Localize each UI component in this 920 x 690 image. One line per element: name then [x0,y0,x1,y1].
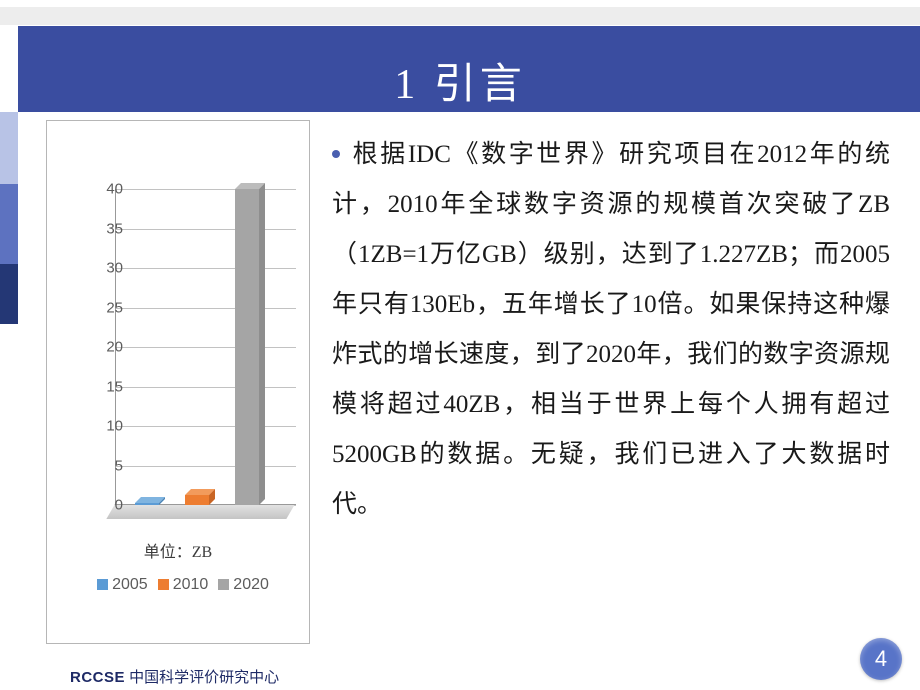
footer-logo-text: RCCSE [70,669,125,686]
bar-2020 [235,189,259,505]
legend-label: 2010 [173,576,209,593]
chart-legend: 2005 2010 2020 [47,576,309,594]
top-strip [0,7,920,25]
bar-2005 [135,503,159,505]
chart-plot [115,189,295,519]
ytick-label: 0 [99,497,123,514]
ytick-label: 35 [99,220,123,237]
slide: { "title": "1 引言", "chart": { "type": "b… [0,0,920,690]
ytick-label: 30 [99,260,123,277]
body-text: 根据IDC《数字世界》研究项目在2012年的统计，2010年全球数字资源的规模首… [332,141,890,518]
chart-unit-label: 单位：ZB [47,538,309,562]
ytick-label: 15 [99,378,123,395]
chart-bars [115,189,295,505]
bar-2010 [185,495,209,505]
legend-swatch [97,579,108,590]
page-number-badge: 4 [860,638,902,680]
bullet-icon [332,150,340,158]
chart-floor [106,504,295,519]
ytick-label: 5 [99,457,123,474]
ytick-label: 10 [99,418,123,435]
legend-swatch [158,579,169,590]
chart-container: 0 5 10 15 20 25 30 35 40 单位：ZB 2005 2010 2020 [46,120,310,644]
ytick-label: 40 [99,181,123,198]
legend-label: 2005 [112,576,148,593]
ytick-label: 20 [99,339,123,356]
legend-swatch [218,579,229,590]
footer: RCCSE 中国科学评价研究中心 [70,666,279,687]
legend-label: 2020 [233,576,269,593]
body-paragraph: 根据IDC《数字世界》研究项目在2012年的统计，2010年全球数字资源的规模首… [332,130,890,530]
footer-org-text: 中国科学评价研究中心 [125,669,279,686]
slide-title: 1 引言 [0,50,920,111]
ytick-label: 25 [99,299,123,316]
